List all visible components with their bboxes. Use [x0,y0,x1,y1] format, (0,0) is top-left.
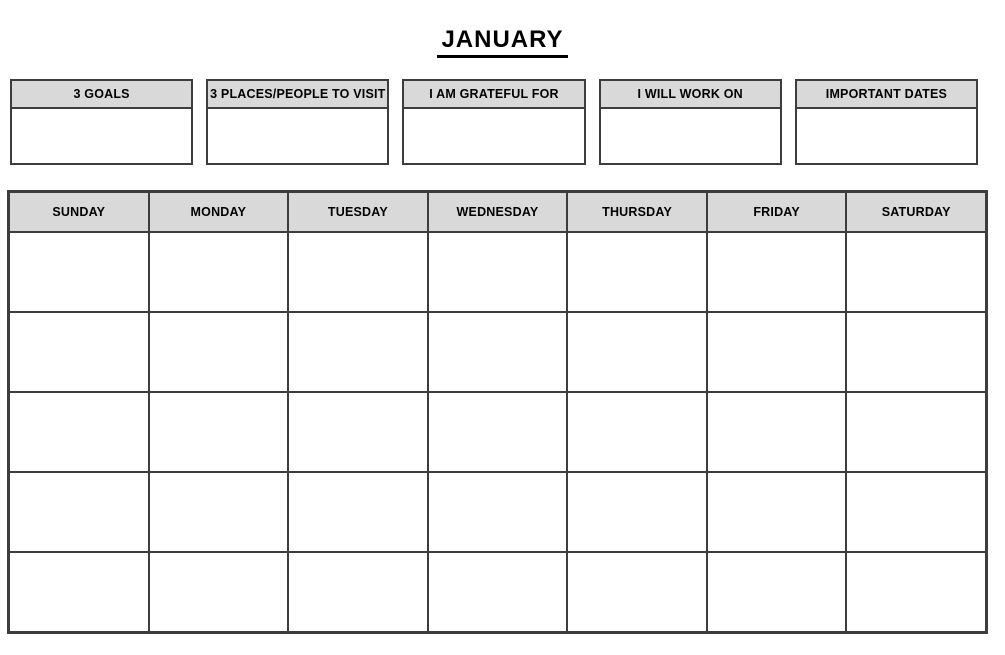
calendar-day-cell[interactable] [427,552,568,632]
planner-box-important-dates-header: IMPORTANT DATES [796,81,977,109]
calendar-day-cell[interactable] [288,392,428,472]
planner-box-goals: 3 GOALS [10,79,194,165]
calendar-day-cell[interactable] [148,552,289,632]
planner-boxes-row: 3 GOALS 3 PLACES/PEOPLE TO VISIT I AM GR… [10,79,979,165]
planner-box-places: 3 PLACES/PEOPLE TO VISIT [206,79,390,165]
planner-box-goals-input-area[interactable] [12,109,192,163]
day-header-thursday: THURSDAY [567,192,707,232]
calendar-day-cell[interactable] [706,392,847,472]
calendar-day-cell[interactable] [846,232,986,312]
calendar-day-cell[interactable] [706,312,847,392]
planner-box-grateful-header: I AM GRATEFUL FOR [404,81,584,109]
calendar-day-cell[interactable] [148,392,289,472]
planner-box-work-on-input-area[interactable] [600,109,780,163]
calendar-day-cell[interactable] [427,312,568,392]
calendar-day-cell[interactable] [427,392,568,472]
calendar-day-cell[interactable] [9,312,149,392]
calendar-day-cell[interactable] [427,472,568,552]
day-header-friday: FRIDAY [706,192,847,232]
planner-box-places-header: 3 PLACES/PEOPLE TO VISIT [208,81,388,109]
calendar-day-cell[interactable] [567,472,707,552]
calendar-day-cell[interactable] [9,472,149,552]
calendar-day-cell[interactable] [9,552,149,632]
calendar-day-cell[interactable] [567,552,707,632]
planner-box-work-on: I WILL WORK ON [598,79,782,165]
planner-box-important-dates: IMPORTANT DATES [794,79,979,165]
calendar-day-cell[interactable] [148,472,289,552]
calendar-day-cell[interactable] [148,312,289,392]
calendar-day-cell[interactable] [706,472,847,552]
calendar-day-cell[interactable] [846,552,986,632]
day-header-saturday: SATURDAY [846,192,986,232]
calendar-day-cell[interactable] [288,312,428,392]
day-header-tuesday: TUESDAY [288,192,428,232]
calendar-day-cell[interactable] [288,472,428,552]
calendar-day-cell[interactable] [567,312,707,392]
month-title: JANUARY [437,26,568,58]
calendar-day-cell[interactable] [9,392,149,472]
day-header-monday: MONDAY [148,192,289,232]
calendar-day-cell[interactable] [567,392,707,472]
day-header-sunday: SUNDAY [9,192,149,232]
calendar-day-cell[interactable] [288,232,428,312]
planner-box-grateful-input-area[interactable] [404,109,584,163]
calendar-day-cell[interactable] [288,552,428,632]
planner-box-important-dates-input-area[interactable] [796,109,977,163]
calendar-day-cell[interactable] [706,232,847,312]
planner-box-work-on-header: I WILL WORK ON [600,81,780,109]
calendar-day-cell[interactable] [9,232,149,312]
day-header-wednesday: WEDNESDAY [427,192,568,232]
title-row: JANUARY [0,26,1005,58]
calendar-day-cell[interactable] [846,312,986,392]
planner-box-places-input-area[interactable] [208,109,388,163]
calendar-day-cell[interactable] [846,392,986,472]
calendar-day-cell[interactable] [706,552,847,632]
calendar-day-cell[interactable] [148,232,289,312]
calendar-day-cell[interactable] [846,472,986,552]
planner-box-grateful: I AM GRATEFUL FOR [402,79,586,165]
calendar-day-cell[interactable] [567,232,707,312]
calendar-day-cell[interactable] [427,232,568,312]
planner-box-goals-header: 3 GOALS [12,81,192,109]
calendar-grid: SUNDAY MONDAY TUESDAY WEDNESDAY THURSDAY… [7,190,988,634]
